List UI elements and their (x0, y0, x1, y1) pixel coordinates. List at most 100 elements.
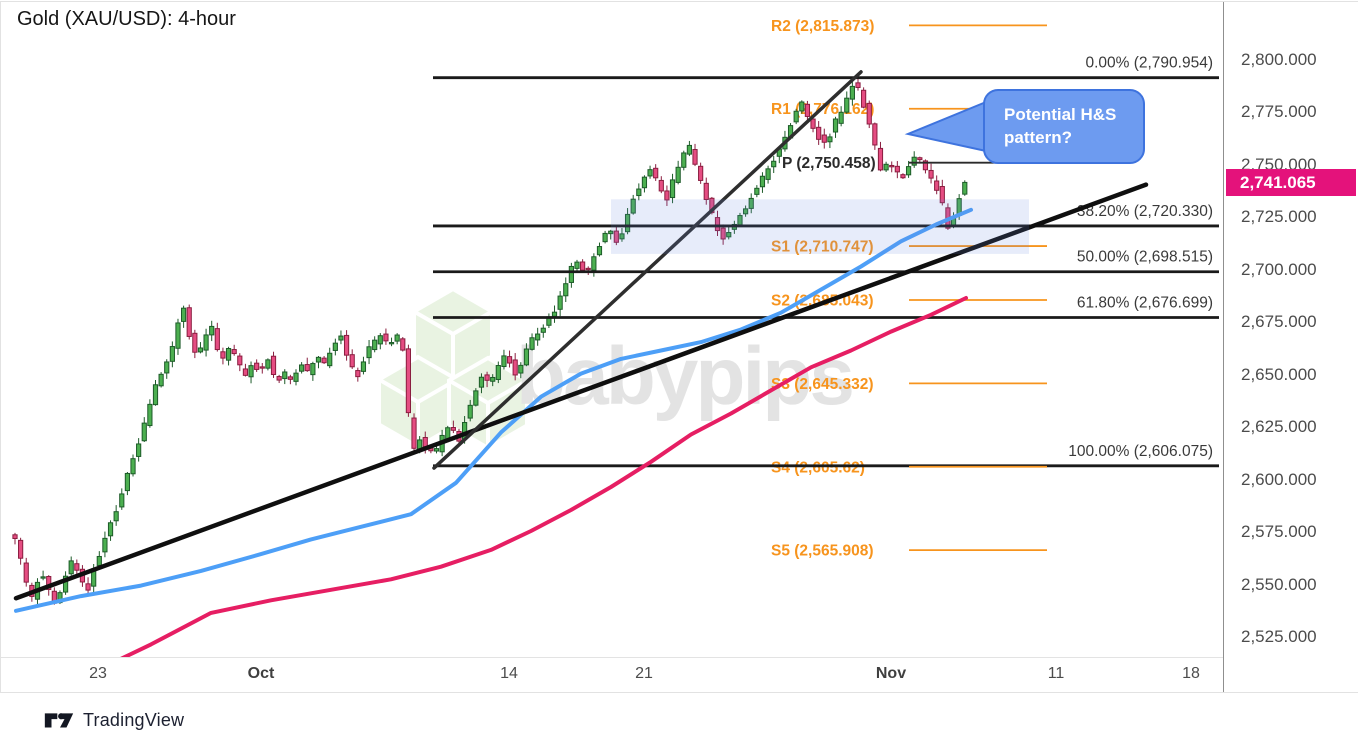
candle (383, 333, 389, 342)
candle (832, 118, 839, 133)
candle (821, 134, 827, 143)
candle (793, 110, 799, 123)
candle (681, 152, 687, 168)
tradingview-logo-icon (44, 713, 74, 728)
y-axis-tick-label: 2,575.000 (1241, 522, 1317, 542)
candle (619, 233, 625, 240)
candle (540, 327, 546, 333)
candle (40, 576, 46, 579)
candle (366, 346, 372, 359)
candle (877, 147, 884, 171)
x-axis-tick-label: Nov (875, 665, 907, 682)
candle (237, 355, 243, 366)
x-axis-tick-label: 21 (635, 665, 653, 682)
candle (928, 169, 934, 179)
candle (225, 348, 232, 361)
candle (669, 179, 676, 199)
candle (349, 354, 355, 368)
callout-text-line1: Potential H&S (1004, 105, 1116, 124)
candle (698, 165, 704, 181)
candle (467, 404, 473, 419)
pivot-label-p: P (2,750.458) (782, 155, 876, 172)
candle (714, 217, 721, 232)
candle (827, 136, 833, 143)
candles-group (12, 77, 968, 606)
candle (917, 157, 923, 161)
candle (372, 339, 378, 351)
y-axis-tick-label: 2,700.000 (1241, 259, 1317, 279)
pivot-label-s3: S3 (2,645.332) (771, 376, 874, 393)
candle (535, 333, 541, 341)
candle (630, 198, 636, 214)
candle (501, 355, 507, 368)
candle (726, 232, 732, 238)
annotation-callout: Potential H&S pattern? (904, 89, 1145, 164)
candle (765, 168, 771, 180)
candle (585, 267, 591, 271)
y-axis-tick-label: 2,725.000 (1241, 207, 1317, 227)
candle (490, 376, 496, 382)
current-price-badge: 2,741.065 (1226, 168, 1356, 196)
candle (512, 359, 518, 376)
candle (214, 328, 220, 351)
y-axis-tick-label: 2,650.000 (1241, 364, 1317, 384)
candle (810, 118, 816, 129)
candle (478, 376, 485, 388)
candle (574, 261, 580, 269)
y-axis-tick-label: 2,600.000 (1241, 469, 1317, 489)
candle (220, 351, 226, 359)
x-axis-tick-label: 18 (1182, 665, 1200, 682)
candle (799, 101, 805, 112)
candle (563, 283, 569, 297)
candle (186, 307, 192, 337)
candle (282, 371, 288, 380)
fib-label: 61.80% (2,676.699) (1077, 295, 1213, 312)
candle (580, 261, 586, 271)
candle (911, 156, 917, 166)
time-axis: 23 Oct 14 21 Nov 11 18 (1, 657, 1223, 691)
candle (675, 166, 681, 183)
candle (962, 181, 968, 195)
candle (169, 346, 175, 362)
y-axis-tick-label: 2,525.000 (1241, 627, 1317, 646)
candle (568, 265, 574, 283)
candle (934, 180, 940, 191)
candle (388, 342, 395, 345)
x-axis-tick-label: 14 (500, 665, 518, 682)
candle (602, 232, 608, 243)
candle (495, 365, 501, 380)
candle (608, 230, 614, 235)
candle (894, 165, 900, 173)
pivot-label-s5: S5 (2,565.908) (771, 543, 874, 560)
candle (523, 348, 530, 366)
candle (905, 166, 912, 176)
candle (231, 349, 237, 355)
candle (164, 361, 170, 374)
candle (248, 365, 254, 378)
candle (181, 307, 187, 322)
candle (686, 144, 692, 155)
candle (759, 175, 766, 188)
candle (703, 182, 709, 200)
candle (197, 347, 204, 353)
steep-trendline (432, 70, 863, 470)
candle (900, 174, 906, 179)
candle (551, 311, 558, 317)
candle (18, 539, 24, 559)
x-axis-tick-label: 23 (89, 665, 107, 682)
candle (641, 176, 648, 189)
candle (62, 575, 69, 593)
candle (771, 160, 777, 168)
candle (23, 562, 29, 583)
candle (849, 85, 855, 100)
candle (484, 374, 490, 381)
candle (596, 246, 603, 256)
tradingview-attribution: TradingView (44, 708, 184, 732)
candle (816, 126, 822, 140)
candle (68, 560, 74, 575)
candle (242, 368, 249, 376)
candle (85, 583, 91, 591)
candle (12, 534, 18, 539)
long-term-trendline (13, 182, 1149, 601)
